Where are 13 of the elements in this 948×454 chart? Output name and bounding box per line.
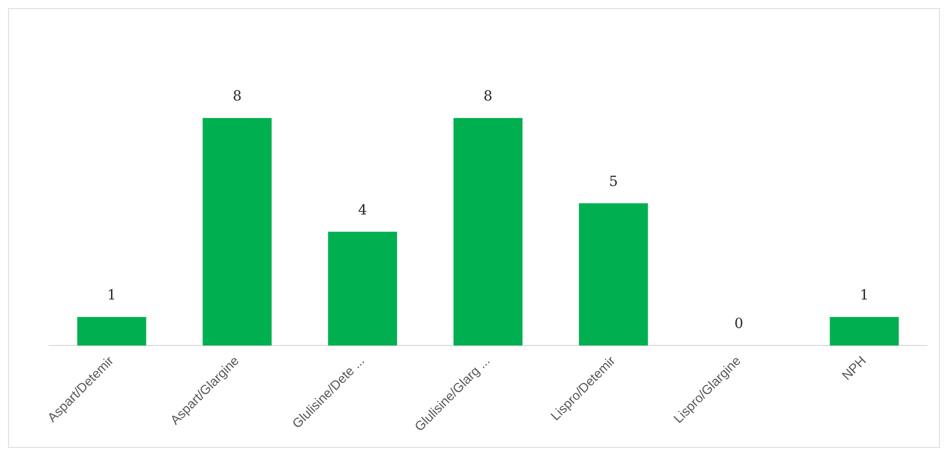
- bar: [77, 317, 146, 346]
- bar: [830, 317, 899, 346]
- bar: [578, 203, 648, 346]
- data-label: 1: [860, 288, 869, 304]
- data-label: 8: [484, 88, 492, 105]
- bar: [202, 118, 272, 346]
- data-label: 1: [107, 288, 116, 304]
- data-label: 5: [608, 174, 618, 190]
- data-label: 8: [232, 88, 242, 105]
- bar: [454, 118, 522, 346]
- bar: [328, 232, 398, 346]
- data-label: 4: [358, 202, 368, 218]
- data-label: 0: [734, 316, 744, 332]
